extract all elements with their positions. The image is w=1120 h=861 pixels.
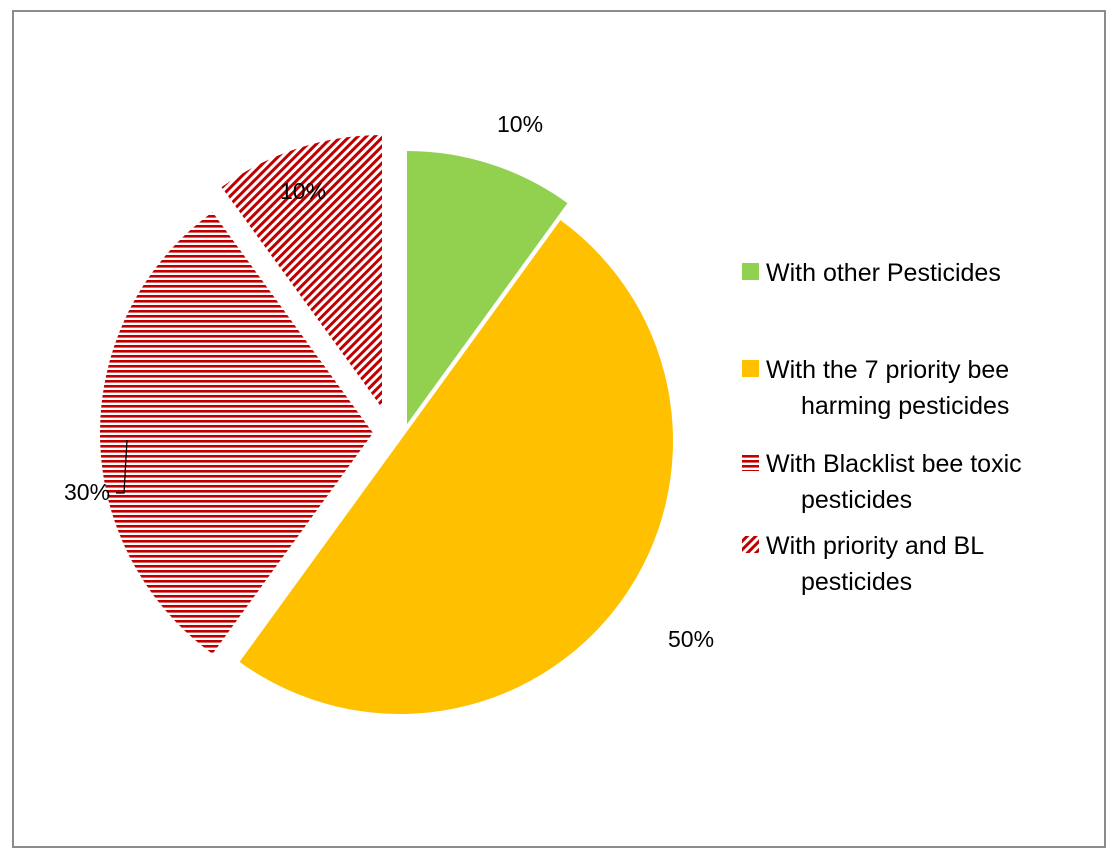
legend-label: With priority and BL xyxy=(766,532,984,560)
legend-entry-with-blacklist-bee-toxic-pesticides: With Blacklist bee toxic pesticides xyxy=(742,450,1022,514)
legend-entry-with-the-7-priority-bee-harming-pesticides: With the 7 priority bee harming pesticide… xyxy=(742,356,1009,420)
legend-label: pesticides xyxy=(801,486,912,514)
legend: With other Pesticides With the 7 priority… xyxy=(742,259,1022,596)
leader-line xyxy=(116,439,128,494)
legend-label: With other Pesticides xyxy=(766,259,1001,287)
data-label-with-the-7-priority-bee-harming-pesticides: 50% xyxy=(668,626,714,652)
legend-swatch xyxy=(742,454,759,471)
data-labels: 10% 50% 30% 10% xyxy=(64,111,714,652)
legend-swatch xyxy=(742,536,759,553)
pie-slice-with-priority-and-bl-pesticides xyxy=(221,135,382,408)
pie-slices xyxy=(99,135,674,715)
legend-swatch xyxy=(742,360,759,377)
legend-entry-with-other-pesticides: With other Pesticides xyxy=(742,259,1001,287)
legend-swatch xyxy=(742,263,759,280)
legend-label: With Blacklist bee toxic xyxy=(766,450,1022,478)
data-label-with-other-pesticides: 10% xyxy=(497,111,543,137)
legend-entry-with-priority-and-bl-pesticides: With priority and BL pesticides xyxy=(742,532,984,596)
pie-slice-with-blacklist-bee-toxic-pesticides xyxy=(99,212,374,654)
legend-label: harming pesticides xyxy=(801,392,1009,420)
data-label-with-blacklist-bee-toxic-pesticides: 30% xyxy=(64,479,110,505)
data-label-with-priority-and-bl-pesticides: 10% xyxy=(280,178,326,204)
pie-slice-with-the-7-priority-bee-harming-pesticides xyxy=(239,220,674,715)
legend-label: pesticides xyxy=(801,568,912,596)
legend-label: With the 7 priority bee xyxy=(766,356,1009,384)
pie-slice-with-other-pesticides xyxy=(407,151,568,424)
